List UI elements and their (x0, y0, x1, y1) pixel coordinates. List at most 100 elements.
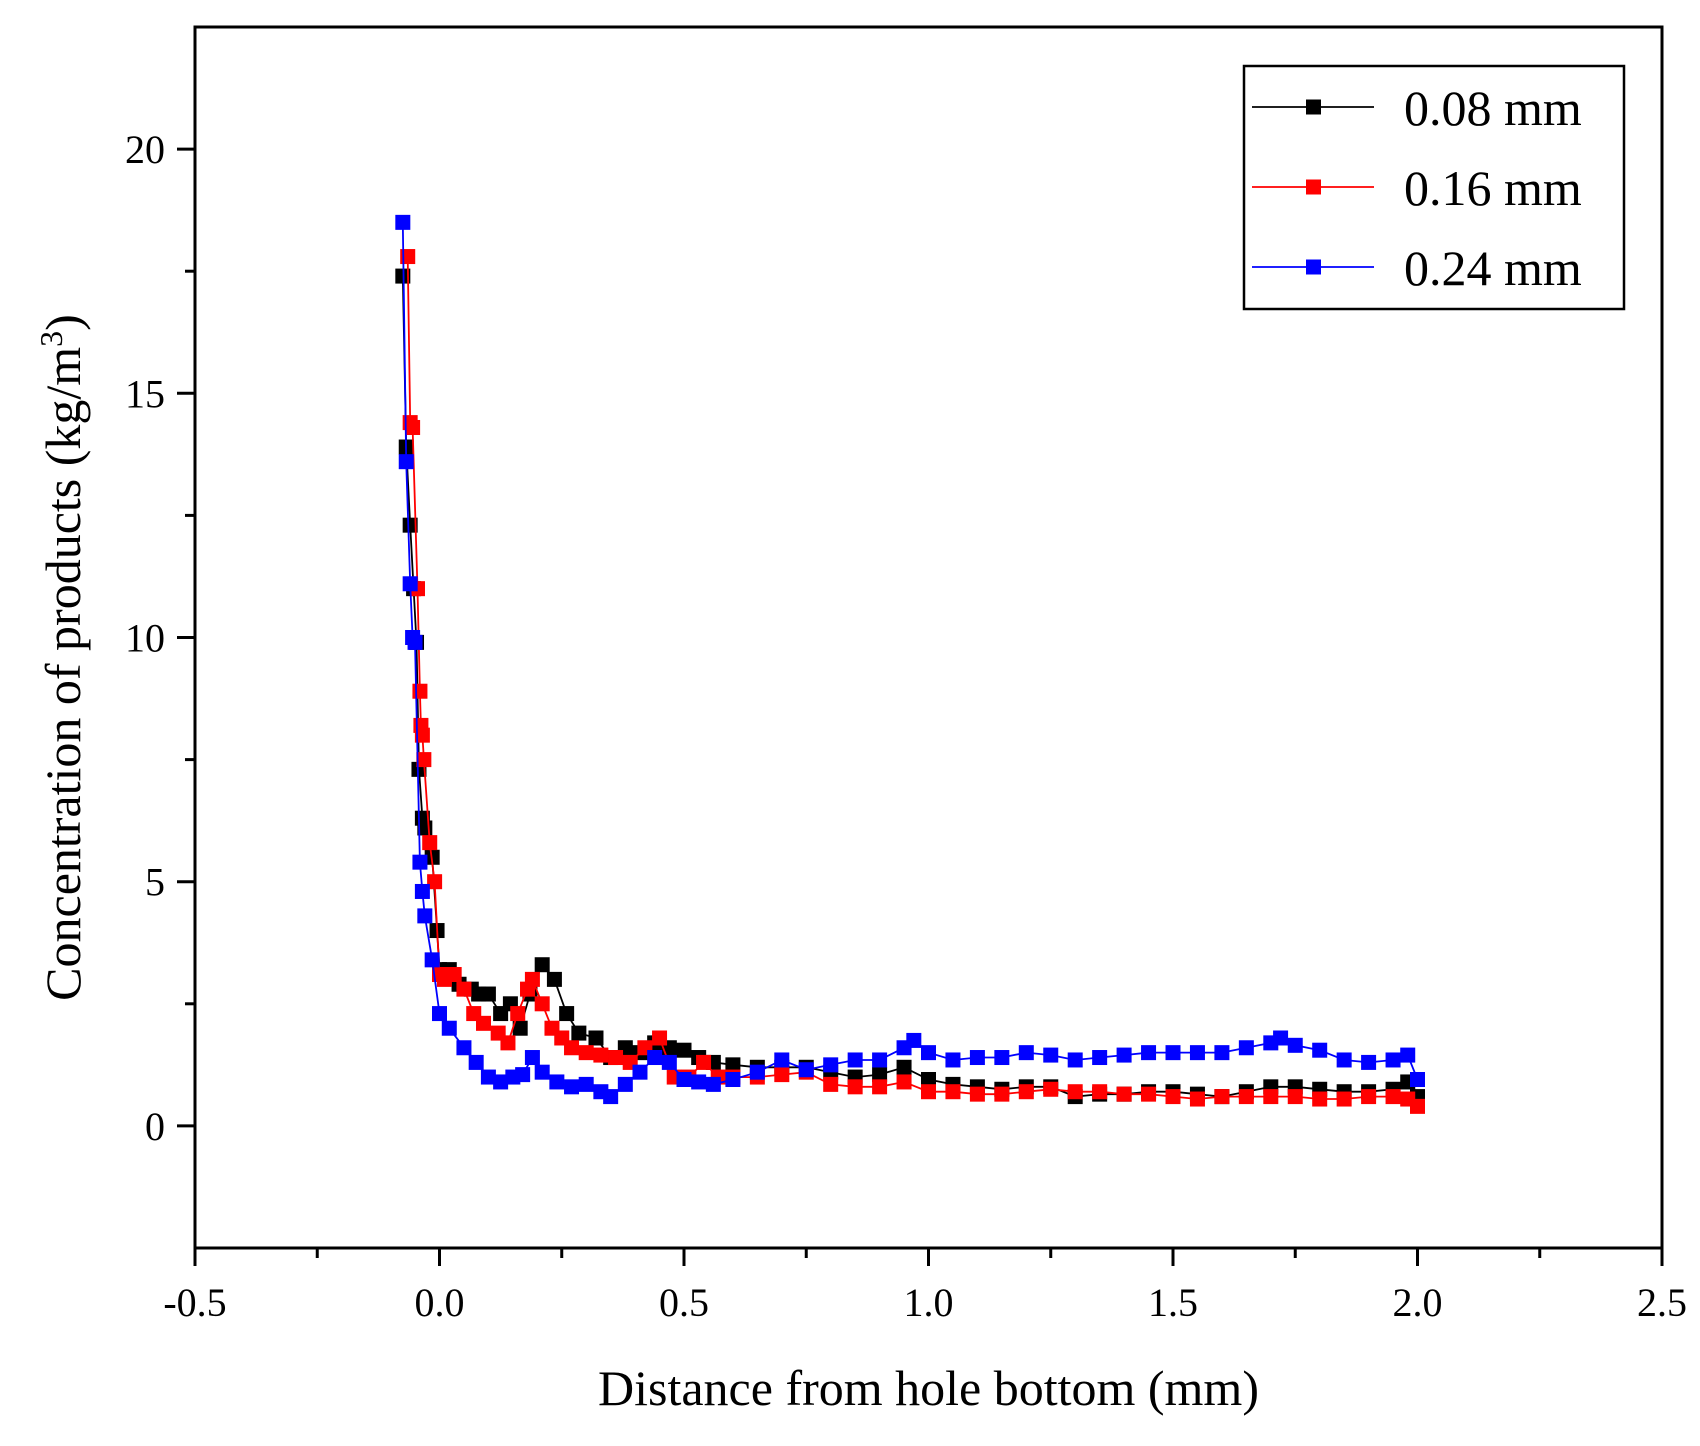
data-point (493, 1074, 509, 1090)
data-point (774, 1052, 790, 1068)
data-point (476, 1015, 492, 1031)
y-tick-label: 15 (125, 371, 165, 416)
data-point (969, 1086, 985, 1102)
data-point (872, 1067, 888, 1083)
data-point (1287, 1037, 1303, 1053)
data-point (564, 1079, 580, 1095)
data-point (1312, 1042, 1328, 1058)
y-tick-label: 0 (145, 1104, 165, 1149)
series-2 (395, 214, 1425, 1105)
data-point (1400, 1047, 1416, 1063)
legend-marker (1306, 99, 1321, 115)
data-point (402, 576, 418, 592)
data-point (405, 419, 421, 435)
data-point (1312, 1091, 1328, 1107)
data-point (705, 1076, 721, 1092)
data-point (676, 1042, 692, 1058)
data-point (480, 986, 496, 1002)
data-point (534, 957, 550, 973)
y-tick-label: 10 (125, 616, 165, 661)
legend-label: 0.24 mm (1404, 240, 1582, 296)
data-point (1092, 1050, 1108, 1066)
data-point (424, 952, 440, 968)
data-point (578, 1076, 594, 1092)
y-tick-label: 20 (125, 127, 165, 172)
data-point (906, 1032, 922, 1048)
data-point (1018, 1045, 1034, 1061)
legend-item: 0.24 mm (1252, 240, 1582, 296)
data-point (661, 1054, 677, 1070)
data-point (1165, 1089, 1181, 1105)
x-tick-label: 0.0 (415, 1280, 465, 1325)
data-point (456, 1040, 472, 1056)
data-point (427, 874, 443, 890)
data-point (1336, 1091, 1352, 1107)
data-point (691, 1074, 707, 1090)
data-point (1018, 1084, 1034, 1100)
data-point (1361, 1054, 1377, 1070)
data-point (921, 1045, 936, 1061)
data-point (1214, 1089, 1230, 1105)
legend-marker (1306, 259, 1321, 275)
data-point (534, 996, 550, 1012)
data-point (395, 214, 411, 230)
data-point (564, 1040, 580, 1056)
data-point (921, 1072, 936, 1088)
data-point (647, 1050, 663, 1066)
data-point (896, 1074, 912, 1090)
data-point (515, 1067, 531, 1083)
data-point (1043, 1081, 1059, 1097)
data-point (1336, 1052, 1352, 1068)
data-point (1116, 1086, 1132, 1102)
legend-label: 0.08 mm (1404, 80, 1582, 136)
y-axis-title-superscript: 3 (33, 331, 69, 347)
data-point (823, 1057, 839, 1073)
data-point (1189, 1045, 1205, 1061)
data-point (546, 971, 562, 987)
data-point (945, 1084, 961, 1100)
data-point (847, 1079, 863, 1095)
data-point (676, 1072, 692, 1088)
data-point (847, 1052, 863, 1068)
legend: 0.08 mm 0.16 mm 0.24 mm (1242, 64, 1626, 311)
data-point (1141, 1086, 1157, 1102)
x-axis-title: Distance from hole bottom (mm) (598, 1360, 1259, 1416)
data-point (652, 1030, 668, 1046)
data-point (534, 1064, 550, 1080)
x-tick-label: 1.5 (1148, 1280, 1198, 1325)
data-point (1385, 1052, 1401, 1068)
data-point (1410, 1098, 1425, 1114)
data-point (725, 1072, 741, 1088)
data-point (608, 1050, 624, 1066)
data-point (1067, 1052, 1083, 1068)
data-point (512, 1020, 528, 1036)
data-point (398, 454, 414, 470)
data-point (1214, 1045, 1230, 1061)
data-point (524, 971, 540, 987)
data-point (412, 854, 428, 870)
data-point (578, 1045, 594, 1061)
data-point (1238, 1089, 1254, 1105)
data-point (969, 1050, 985, 1066)
data-point (480, 1069, 496, 1085)
y-axis-title-end: ) (35, 314, 91, 331)
legend-marker (1306, 179, 1321, 195)
legend-item: 0.16 mm (1252, 160, 1582, 216)
data-point (774, 1067, 790, 1083)
data-point (559, 1006, 575, 1022)
data-point (524, 1050, 540, 1066)
data-point (402, 517, 418, 533)
data-point (500, 1035, 516, 1051)
data-point (1361, 1089, 1377, 1105)
data-point (1165, 1045, 1181, 1061)
data-point (696, 1054, 712, 1070)
data-point (617, 1076, 633, 1092)
y-axis-title: Concentration of products (kg/m3) (33, 314, 91, 1001)
data-point (593, 1047, 609, 1063)
data-point (1141, 1045, 1157, 1061)
y-tick-label: 5 (145, 860, 165, 905)
data-point (1385, 1089, 1401, 1105)
data-point (994, 1086, 1010, 1102)
